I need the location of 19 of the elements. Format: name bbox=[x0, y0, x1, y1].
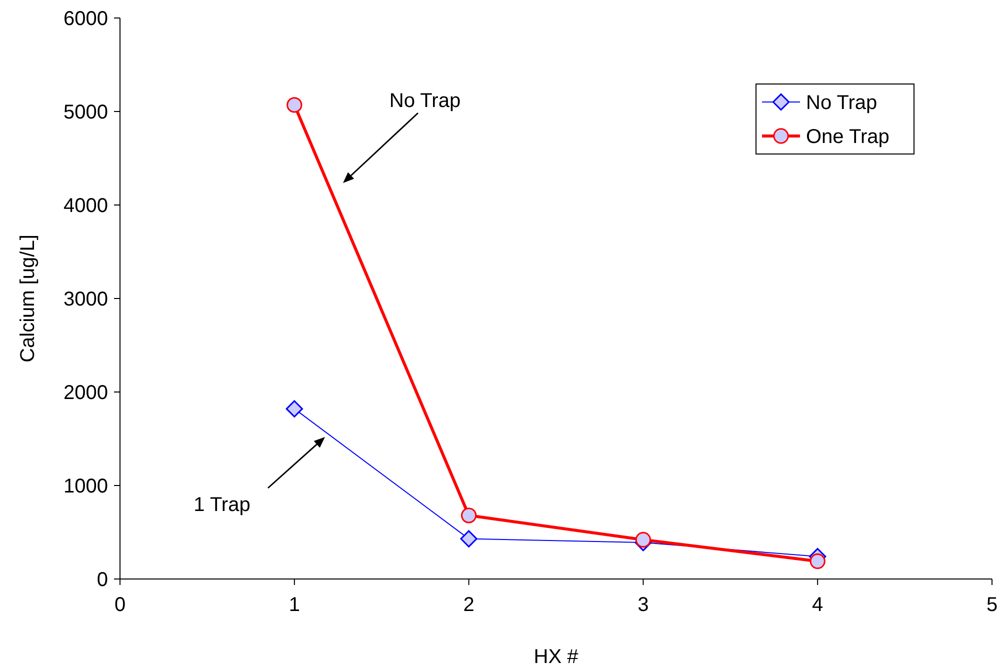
y-tick-label: 2000 bbox=[64, 382, 108, 404]
x-tick-label: 1 bbox=[288, 594, 300, 616]
annotation: No Trap bbox=[389, 90, 461, 112]
y-axis-title: Calcium [ug/L] bbox=[17, 234, 39, 362]
x-tick-label: 3 bbox=[638, 594, 649, 616]
y-tick-label: 1000 bbox=[64, 476, 108, 498]
x-tick-label: 5 bbox=[986, 594, 998, 616]
x-tick-label: 2 bbox=[463, 594, 474, 616]
x-tick-label: 4 bbox=[812, 594, 824, 616]
y-tick-label: 6000 bbox=[64, 8, 108, 30]
x-tick-label: 0 bbox=[114, 594, 126, 616]
annotation: 1 Trap bbox=[194, 494, 250, 516]
x-axis-title: HX # bbox=[534, 646, 580, 668]
legend-label: One Trap bbox=[806, 126, 890, 148]
y-tick-label: 0 bbox=[96, 569, 108, 591]
y-tick-label: 4000 bbox=[64, 195, 108, 217]
y-tick-label: 5000 bbox=[64, 102, 108, 124]
legend-label: No Trap bbox=[806, 92, 878, 114]
y-tick-label: 3000 bbox=[64, 288, 108, 310]
